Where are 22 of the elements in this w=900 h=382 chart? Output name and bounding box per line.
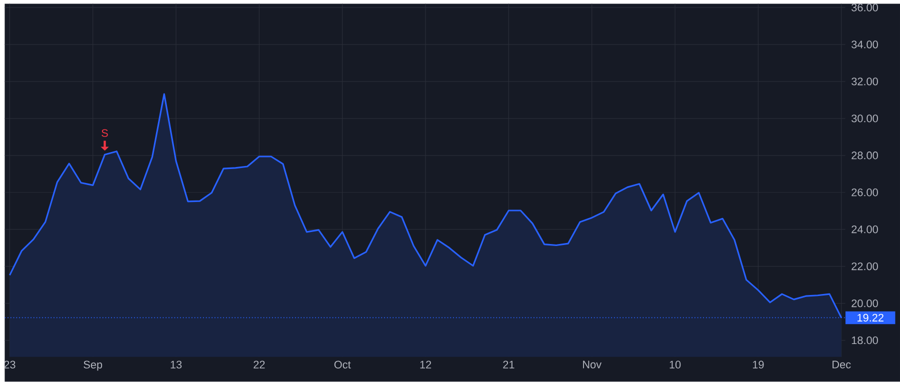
x-tick-label: 22 [254, 360, 265, 368]
x-tick-label: Nov [583, 360, 602, 368]
y-tick-label: 28.00 [852, 152, 878, 160]
x-tick-label: 21 [503, 360, 514, 368]
y-tick-label: 26.00 [852, 188, 878, 196]
x-tick-label: Sep [84, 360, 102, 371]
y-tick-label: 34.00 [852, 40, 878, 48]
x-tick-label: 10 [670, 360, 681, 369]
y-tick-label: 32.00 [852, 78, 878, 86]
y-tick-label: 24.00 [852, 226, 878, 234]
x-tick-label: 13 [170, 360, 182, 369]
x-tick-label: Oct [334, 360, 351, 369]
y-tick-label: 20.00 [852, 300, 878, 308]
y-tick-label: 18.00 [852, 336, 878, 344]
y-tick-label: 36.00 [852, 4, 878, 12]
y-tick-label: 30.00 [852, 114, 878, 122]
ref-line-label: 19.22 [858, 314, 884, 322]
y-tick-label: 22.00 [852, 262, 878, 270]
annotation: S [102, 129, 108, 137]
x-tick-label: 12 [420, 360, 432, 368]
x-tick-label: 19 [752, 360, 764, 369]
x-tick-label: Dec [832, 360, 851, 368]
